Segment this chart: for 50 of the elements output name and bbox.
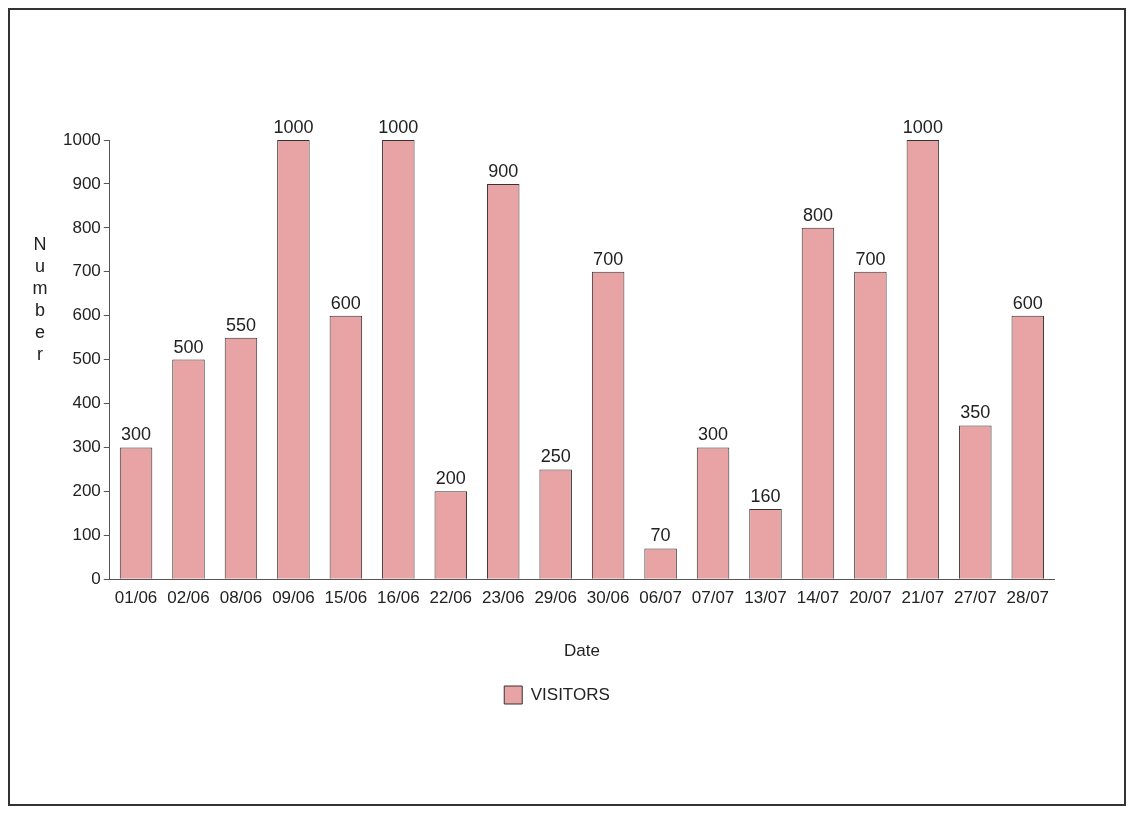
data-label: 1000 [902,116,943,137]
data-label: 600 [330,292,361,313]
x-tick-label: 22/06 [429,588,473,608]
x-tick-label: 16/06 [377,588,420,608]
data-label: 800 [802,204,833,225]
x-tick-label: 15/06 [324,588,368,608]
legend-label: VISITORS [530,684,610,704]
x-tick-label: 13/07 [744,588,787,608]
x-tick-label: 09/06 [272,588,315,608]
data-label: 160 [750,485,781,506]
x-tick-label: 27/07 [954,588,997,608]
y-tick-label: 100 [72,524,101,544]
data-label: 600 [1012,292,1043,313]
data-label: 550 [225,314,256,335]
x-tick-label: 23/06 [481,588,525,608]
y-tick-label: 600 [72,305,101,325]
x-tick-label: 02/06 [167,588,210,608]
data-label: 700 [593,248,624,269]
data-label: 250 [540,446,571,467]
data-label: 200 [435,468,466,489]
data-label: 700 [855,248,886,269]
y-tick-label: 300 [72,437,101,457]
y-tick-label: 700 [72,261,101,281]
x-tick-label: 14/07 [796,588,840,608]
x-tick-label: 07/07 [691,588,735,608]
y-tick-label: 400 [72,393,101,413]
x-tick-label: 29/06 [534,588,577,608]
x-tick-label: 30/06 [586,588,630,608]
x-tick-label: 28/07 [1006,588,1050,608]
x-tick-label: 20/07 [849,588,892,608]
data-label: 1000 [378,116,419,137]
data-label: 1000 [273,116,314,137]
y-tick-label: 0 [91,568,101,588]
y-tick-label: 1000 [62,129,101,149]
data-label: 350 [960,402,991,423]
data-label: 900 [488,160,519,181]
x-tick-label: 01/06 [114,588,158,608]
data-label: 300 [121,424,152,445]
data-label: 500 [173,336,204,357]
x-tick-label: 06/07 [639,588,682,608]
data-label: 70 [650,525,671,546]
y-tick-label: 200 [72,481,101,501]
y-axis-title: Number [32,233,48,364]
y-tick-label: 900 [72,173,101,193]
x-axis-title: Date [563,641,600,661]
x-tick-label: 08/06 [219,588,263,608]
y-tick-label: 500 [72,349,101,369]
y-tick-label: 800 [72,217,101,237]
x-tick-label: 21/07 [901,588,945,608]
data-label: 300 [698,424,729,445]
